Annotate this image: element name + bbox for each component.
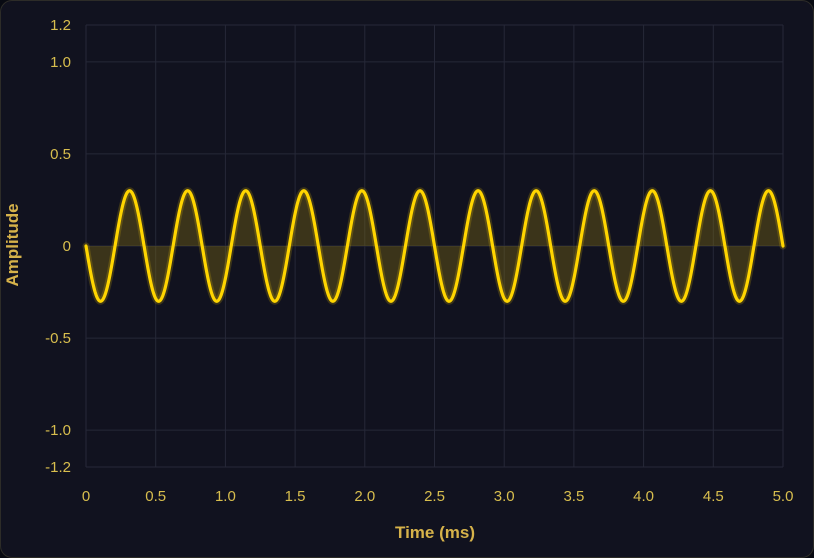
y-tick-label: 0 [63,238,71,255]
x-tick-label: 3.5 [563,488,584,505]
y-axis-title: Amplitude [3,203,22,286]
y-tick-label: -1.0 [45,422,71,439]
x-axis-ticks: 0 0.5 1.0 1.5 2.0 2.5 3.0 3.5 4.0 4.5 5.0 [82,488,794,505]
x-tick-label: 4.5 [703,488,724,505]
x-tick-label: 5.0 [773,488,794,505]
grid [85,24,784,468]
x-tick-label: 4.0 [633,488,654,505]
x-tick-label: 1.0 [215,488,236,505]
x-tick-label: 0 [82,488,90,505]
y-axis-ticks: 1.2 1.0 0.5 0 -0.5 -1.0 -1.2 [45,17,71,476]
y-tick-label: 0.5 [50,146,71,163]
series-line-path [84,189,785,303]
x-tick-label: 0.5 [145,488,166,505]
x-tick-label: 3.0 [494,488,515,505]
y-tick-label: -0.5 [45,330,71,347]
y-tick-label: 1.2 [50,17,71,34]
x-tick-label: 2.5 [424,488,445,505]
y-tick-label: -1.2 [45,459,71,476]
x-tick-label: 2.0 [354,488,375,505]
series-line [82,187,787,305]
x-tick-label: 1.5 [285,488,306,505]
y-tick-label: 1.0 [50,54,71,71]
x-axis-title: Time (ms) [395,523,475,542]
